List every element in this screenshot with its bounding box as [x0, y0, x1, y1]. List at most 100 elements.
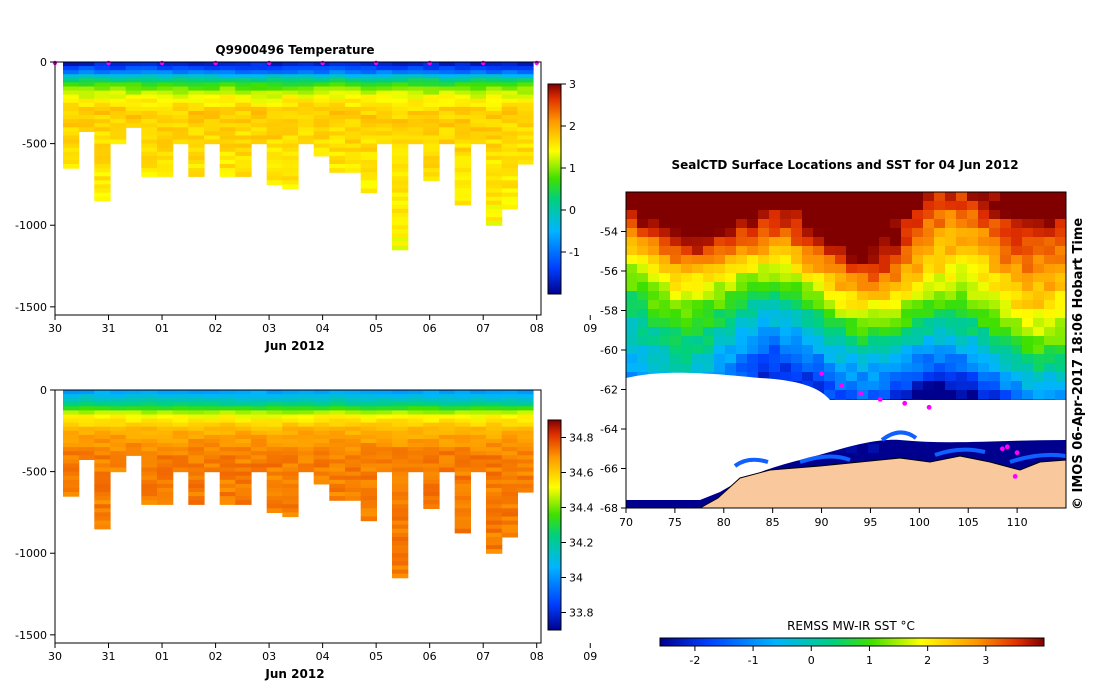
x-tick-label: 30	[48, 322, 62, 335]
section-cell	[313, 115, 330, 120]
sst-cell	[670, 363, 682, 373]
section-cell	[423, 111, 440, 116]
section-cell	[517, 471, 534, 477]
section-cell	[141, 135, 158, 141]
section-cell	[172, 131, 189, 137]
sst-cell	[1033, 345, 1045, 355]
section-cell	[110, 398, 127, 403]
section-cell	[345, 418, 362, 424]
section-cell	[94, 184, 111, 190]
section-cell	[125, 426, 142, 432]
sst-cell	[703, 201, 715, 211]
sst-cell	[659, 336, 671, 346]
sst-cell	[857, 246, 869, 256]
section-cell	[486, 487, 503, 493]
section-cell	[423, 398, 440, 403]
section-cell	[157, 119, 174, 124]
sst-cell	[714, 336, 726, 346]
section-cell	[439, 74, 456, 79]
section-cell	[219, 459, 236, 465]
sst-cell	[978, 291, 990, 301]
section-cell	[219, 471, 236, 477]
section-cell	[407, 439, 424, 444]
sst-cell	[890, 444, 902, 454]
sst-cell	[1055, 219, 1066, 229]
section-cell	[313, 111, 330, 116]
section-cell	[157, 406, 174, 411]
section-cell	[125, 402, 142, 407]
section-cell	[266, 127, 283, 132]
section-cell	[219, 443, 236, 448]
section-cell	[282, 402, 299, 407]
section-cell	[329, 459, 346, 465]
section-cell	[392, 119, 409, 124]
section-cell	[298, 406, 315, 411]
section-cell	[376, 443, 393, 448]
sst-cell	[901, 282, 913, 292]
section-cell	[282, 496, 299, 501]
sst-cell	[1044, 237, 1056, 247]
section-cell	[94, 434, 111, 440]
section-cell	[141, 496, 158, 501]
section-cell	[376, 414, 393, 420]
sst-cell	[868, 336, 880, 346]
section-cell	[360, 434, 377, 440]
section-cell	[141, 111, 158, 116]
section-cell	[407, 123, 424, 128]
section-cell	[501, 180, 518, 185]
section-cell	[470, 459, 487, 465]
sst-cell	[1033, 300, 1045, 310]
section-cell	[454, 512, 471, 518]
sst-cell	[813, 282, 825, 292]
section-cell	[94, 426, 111, 432]
section-cell	[78, 434, 95, 440]
section-cell	[454, 115, 471, 120]
section-cell	[454, 78, 471, 83]
section-cell	[470, 70, 487, 75]
section-cell	[376, 139, 393, 145]
section-cell	[266, 504, 283, 509]
section-cell	[78, 86, 95, 92]
section-cell	[63, 74, 80, 79]
section-cell	[486, 508, 503, 513]
section-cell	[172, 443, 189, 448]
section-cell	[329, 164, 346, 169]
section-cell	[392, 463, 409, 469]
lon-tick-label: 90	[815, 516, 829, 529]
sst-cell	[736, 345, 748, 355]
section-cell	[188, 111, 205, 116]
section-cell	[63, 447, 80, 452]
section-cell	[219, 426, 236, 432]
sst-cell	[791, 372, 803, 382]
section-cell	[423, 406, 440, 411]
sst-cell	[648, 237, 660, 247]
sst-cell	[868, 273, 880, 283]
section-cell	[329, 123, 346, 128]
sst-cell	[901, 309, 913, 319]
sst-cell	[791, 237, 803, 247]
sst-cell	[692, 327, 704, 337]
section-cell	[501, 172, 518, 177]
section-cell	[94, 119, 111, 124]
section-cell	[486, 394, 503, 399]
section-cell	[219, 74, 236, 79]
sst-cell	[967, 228, 979, 238]
sst-cell	[868, 327, 880, 337]
section-cell	[172, 459, 189, 465]
section-cell	[345, 70, 362, 75]
sst-cell	[1022, 300, 1034, 310]
section-cell	[454, 119, 471, 124]
section-cell	[470, 467, 487, 473]
section-cell	[392, 504, 409, 509]
sst-cell	[824, 219, 836, 229]
section-cell	[345, 398, 362, 403]
section-cell	[486, 213, 503, 218]
section-cell	[141, 471, 158, 477]
section-cell	[204, 111, 221, 116]
section-cell	[517, 74, 534, 79]
section-cell	[266, 143, 283, 149]
section-cell	[94, 483, 111, 489]
section-cell	[282, 406, 299, 411]
section-cell	[439, 426, 456, 432]
section-cell	[172, 447, 189, 452]
